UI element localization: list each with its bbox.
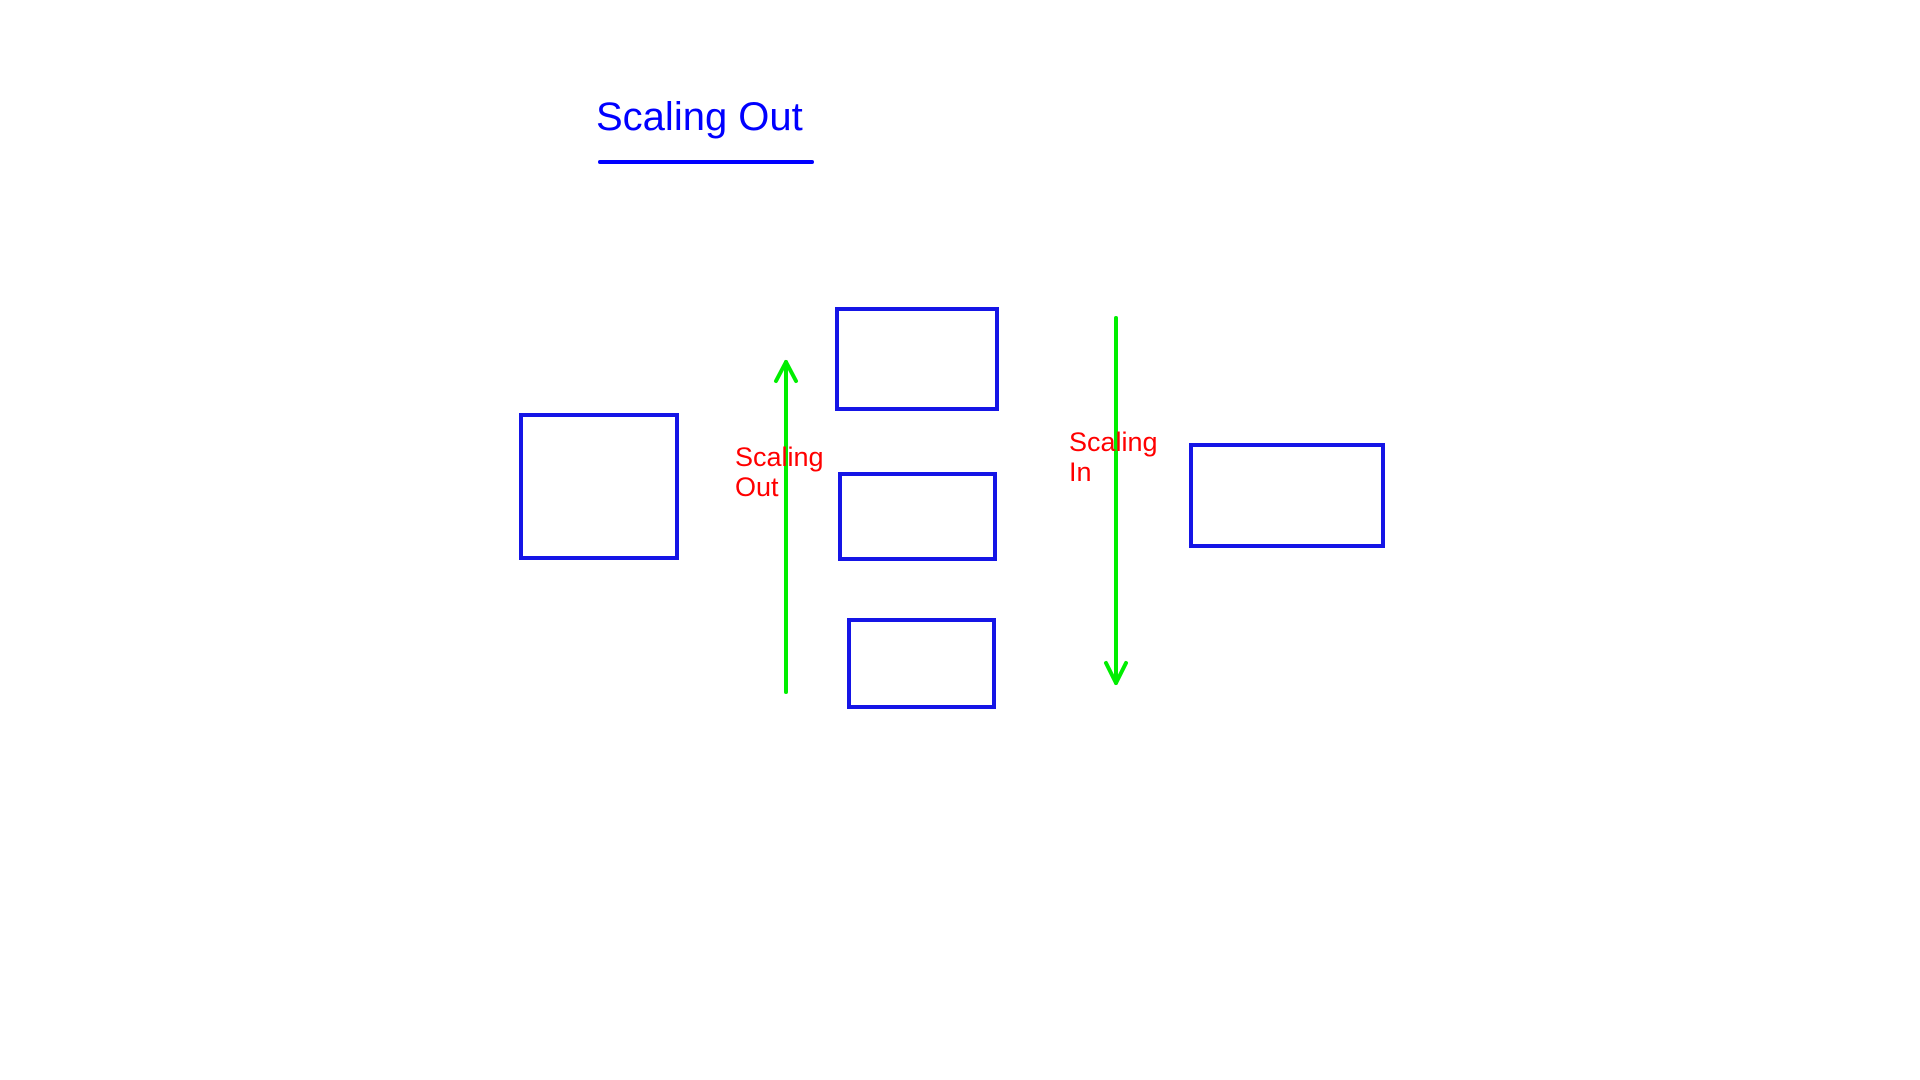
scaled-instance-box-bottom (847, 618, 996, 709)
consolidated-instance-box (1189, 443, 1385, 548)
scaled-instance-box-top (835, 307, 999, 411)
scaling-out-arrow-head-icon (774, 360, 798, 383)
scaling-out-label: Scaling Out (735, 442, 824, 502)
scaled-instance-box-middle (838, 472, 997, 561)
single-instance-box (519, 413, 679, 560)
scaling-out-label-line-2: Out (735, 471, 779, 502)
scaling-in-label-line-2: In (1069, 456, 1092, 487)
scaling-out-label-line-1: Scaling (735, 442, 824, 472)
scaling-in-label: Scaling In (1069, 427, 1158, 487)
diagram-title: Scaling Out (596, 95, 803, 139)
scaling-in-arrow-head-icon (1104, 661, 1128, 685)
scaling-in-label-line-1: Scaling (1069, 427, 1158, 457)
